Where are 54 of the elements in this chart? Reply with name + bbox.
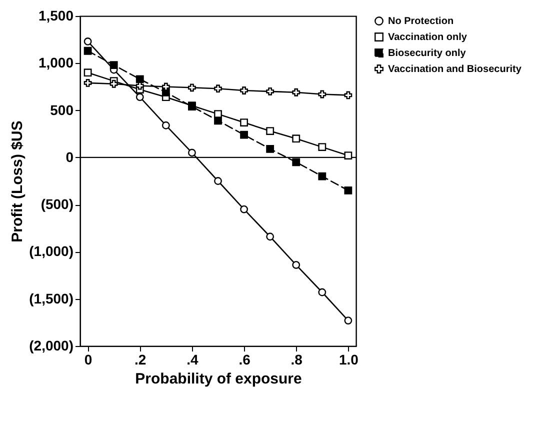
point [84,38,92,46]
point [318,172,326,180]
point [136,93,144,102]
x-tick-label: .8 [290,352,303,368]
point [318,288,326,296]
point [84,68,92,77]
point [318,143,326,152]
point [344,316,352,324]
y-tick-label: (2,000) [29,338,74,354]
point [266,144,274,153]
legend-label: Vaccination only [388,32,468,43]
point [214,116,222,125]
y-tick-label: (1,000) [29,243,74,260]
x-tick-label: .6 [238,352,251,368]
legend-label: No Protection [388,16,454,27]
y-axis-title: Profit (Loss) $US [9,120,26,242]
legend-label: Biosecurity only [388,48,466,59]
point [266,232,274,241]
point [292,260,300,269]
point [240,86,248,94]
point [162,121,170,130]
point [240,118,248,126]
point [266,127,274,135]
point [344,91,352,100]
point [136,75,144,84]
y-tick-label: (1,500) [29,290,74,306]
point [344,186,352,194]
point [240,205,248,214]
point [110,80,118,88]
point [292,134,300,143]
legend-label: Vaccination and Biosecurity [388,64,522,75]
x-tick-label: .2 [134,352,146,368]
x-tick-label: 0 [84,352,92,368]
y-tick-label: 500 [50,102,74,118]
point [344,152,352,160]
x-tick-label: .4 [186,352,199,368]
point [292,88,300,96]
y-tick-label: 1,500 [38,8,74,24]
x-axis-title: Probability of exposure [135,370,302,388]
point [214,177,222,185]
point [188,84,196,92]
point [110,61,118,69]
point [188,148,196,157]
point [240,130,248,139]
point [214,84,222,93]
y-tick-label: 1,000 [38,54,74,71]
y-tick-label: 0 [66,148,74,165]
point [318,90,326,98]
point [292,158,300,166]
point [84,78,92,87]
point [266,87,274,96]
point [84,46,92,55]
x-tick-label: 1.0 [338,352,359,368]
y-tick-label: (500) [40,196,74,212]
